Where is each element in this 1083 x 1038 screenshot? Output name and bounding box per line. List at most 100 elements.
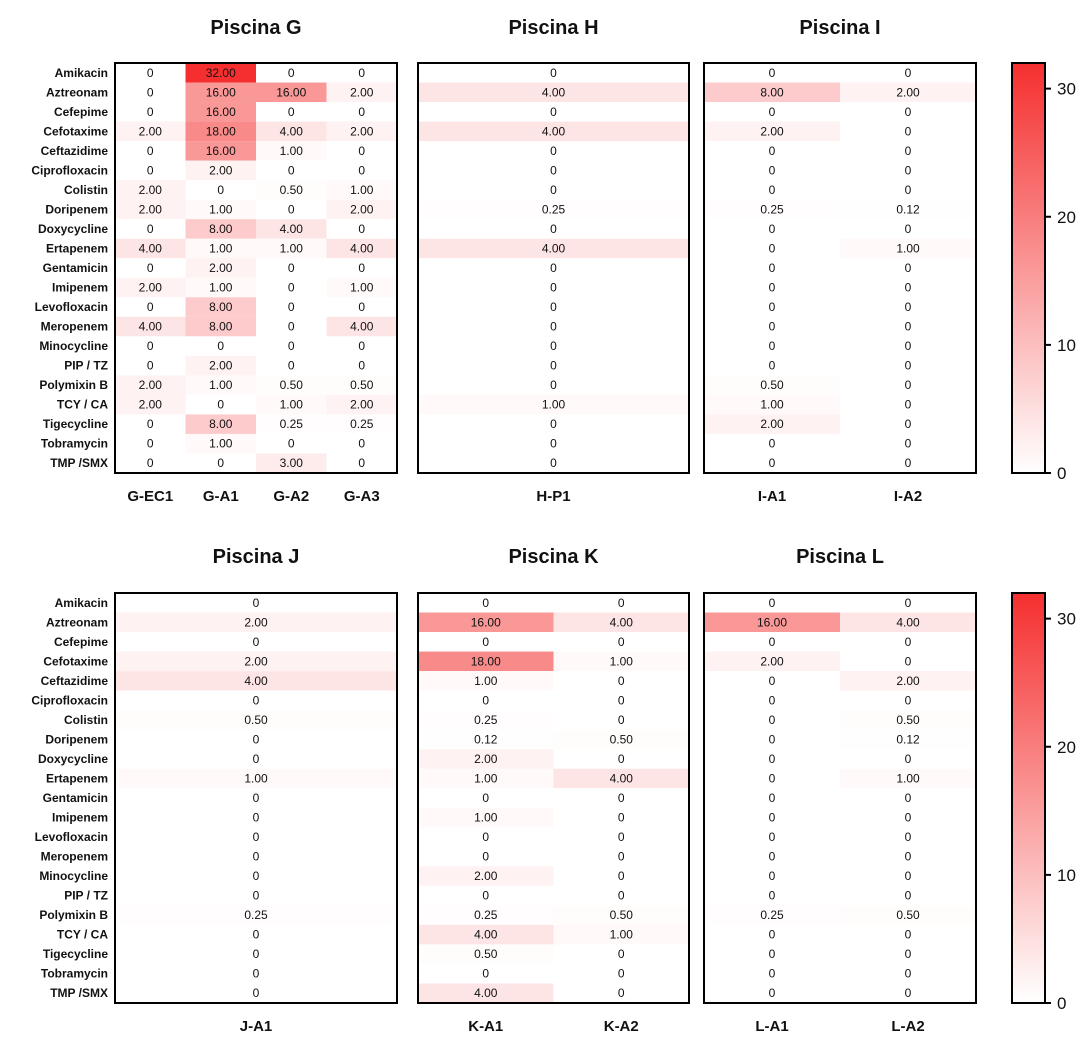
heatmap-cell: [326, 121, 397, 142]
heatmap-cell: [256, 258, 327, 278]
heatmap-cell: [840, 593, 976, 613]
cell-label: 2.00: [896, 674, 920, 688]
heatmap-cell: [840, 944, 976, 964]
cell-label: 0: [253, 850, 260, 864]
cell-label: 8.00: [209, 300, 233, 314]
cell-label: 0: [253, 986, 260, 1000]
heatmap-cell: [704, 199, 840, 220]
column-label: G-A3: [344, 488, 380, 505]
heatmap-cell: [115, 453, 186, 473]
heatmap-cell: [418, 885, 554, 906]
heatmap-cell: [704, 336, 840, 356]
heatmap-cell: [256, 453, 327, 473]
colorbar-gradient: [1011, 62, 1046, 474]
cell-label: 0: [550, 281, 557, 295]
heatmap-cell: [840, 905, 976, 925]
cell-label: 0: [905, 791, 912, 805]
cell-label: 2.00: [244, 615, 268, 629]
cell-label: 2.00: [760, 417, 784, 431]
cell-label: 0: [769, 889, 776, 903]
cell-label: 16.00: [757, 615, 787, 629]
cell-label: 0: [288, 359, 295, 373]
heatmap-cell: [704, 846, 840, 867]
drug-label: Doxycycline: [38, 222, 108, 236]
heatmap-panel: Piscina H 0 4.00 0 4.00 0 0 0 0.25 0 4.00 0 0 0 0 0 0 0 1.…: [417, 17, 690, 505]
heatmap-cell: [704, 82, 840, 103]
cell-label: 1.00: [896, 241, 920, 255]
heatmap-cell: [326, 82, 397, 103]
heatmap-cell: [115, 180, 186, 200]
panel-frame: [703, 592, 977, 1004]
heatmap-cell: [256, 414, 327, 434]
cell-label: 0: [482, 967, 489, 981]
cell-label: 0: [482, 850, 489, 864]
cell-label: 0: [905, 359, 912, 373]
cell-label: 1.00: [209, 437, 233, 451]
heatmap-cell: [704, 768, 840, 789]
cell-label: 0: [618, 752, 625, 766]
cell-label: 2.00: [350, 398, 374, 412]
heatmap-cell: [256, 336, 327, 356]
heatmap-cell: [326, 394, 397, 415]
cell-label: 0: [769, 183, 776, 197]
heatmap-cell: [553, 983, 689, 1003]
heatmap-cell: [185, 160, 256, 181]
heatmap-cell: [704, 219, 840, 239]
heatmap-cell: [115, 82, 186, 103]
heatmap-cell: [115, 944, 397, 964]
cell-label: 0: [358, 66, 365, 80]
cell-label: 1.00: [209, 202, 233, 216]
cell-label: 0: [288, 437, 295, 451]
heatmap-cell: [418, 749, 554, 769]
heatmap-cell: [553, 632, 689, 652]
heatmap-cell: [418, 160, 689, 181]
drug-label: Imipenem: [52, 811, 108, 825]
heatmap-cell: [115, 593, 397, 613]
cell-label: 0: [253, 752, 260, 766]
cell-label: 0: [905, 635, 912, 649]
heatmap-cell: [185, 219, 256, 239]
cell-label: 0.50: [760, 378, 784, 392]
heatmap-cell: [704, 710, 840, 730]
heatmap-cell: [115, 102, 186, 122]
heatmap-cell: [704, 102, 840, 122]
heatmap-cell: [256, 238, 327, 259]
cell-label: 0: [217, 183, 224, 197]
heatmap-cell: [418, 355, 689, 376]
heatmap-cell: [418, 612, 554, 633]
drug-label: Imipenem: [52, 281, 108, 295]
heatmap-cell: [256, 141, 327, 161]
cell-label: 0: [618, 674, 625, 688]
cell-label: 0: [769, 222, 776, 236]
cell-label: 18.00: [471, 654, 501, 668]
heatmap-cell: [115, 258, 186, 278]
heatmap-cell: [840, 414, 976, 434]
cell-label: 0: [769, 986, 776, 1000]
cell-label: 0: [618, 967, 625, 981]
cell-label: 0: [358, 222, 365, 236]
cell-label: 0: [769, 359, 776, 373]
cell-label: 0.25: [244, 908, 268, 922]
heatmap-cell: [326, 453, 397, 473]
cell-label: 2.00: [139, 281, 163, 295]
cell-label: 0: [905, 967, 912, 981]
heatmap-panel: Piscina L 0 0 16.00 4.00 0 0 2.00 0 0 2.00 0 0 0 0.50 0…: [703, 546, 977, 1035]
cell-label: 0: [550, 359, 557, 373]
cell-label: 0.12: [474, 732, 498, 746]
heatmap-cell: [115, 199, 186, 220]
column-label: L-A1: [755, 1018, 788, 1035]
drug-label: Tobramycin: [41, 967, 108, 981]
cell-label: 0: [288, 163, 295, 177]
drug-label: Levofloxacin: [35, 830, 108, 844]
cell-label: 0: [769, 811, 776, 825]
cell-label: 0: [550, 222, 557, 236]
cell-label: 0: [769, 713, 776, 727]
heatmap-cell: [840, 375, 976, 395]
heatmap-cell: [840, 336, 976, 356]
drug-label: Ceftazidime: [41, 674, 109, 688]
cell-label: 0: [769, 105, 776, 119]
colorbar-tick-label: 0: [1057, 994, 1066, 1013]
heatmap-cell: [704, 297, 840, 317]
heatmap-cell: [115, 414, 186, 434]
